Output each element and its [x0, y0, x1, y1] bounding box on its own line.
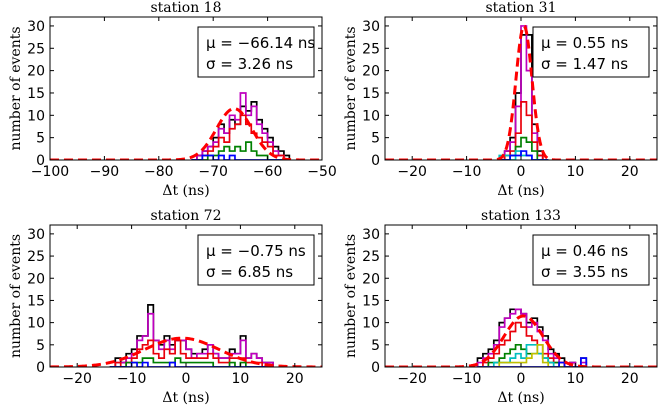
panel-station-18: −100 −90 −80 −70 −60 −50 0 5 10 15 20 25 30 station 1…	[8, 0, 337, 199]
x-axis-label: Δt (ns)	[162, 390, 209, 406]
gaussian-fit-curve	[385, 314, 657, 367]
fit-mu-text: μ = 0.46 ns	[541, 242, 628, 260]
x-tick-label: 10	[566, 164, 584, 180]
panel-title: station 18	[151, 0, 222, 16]
y-tick-label: 5	[36, 131, 45, 147]
y-tick-label: 25	[362, 41, 380, 57]
y-axis-label: number of events	[8, 234, 24, 358]
fit-sigma-text: σ = 3.55 ns	[541, 263, 628, 281]
axes-frame	[49, 16, 323, 161]
y-tick-label: 20	[27, 271, 45, 287]
histogram-series-blue	[109, 361, 274, 367]
x-tick-label: 10	[231, 371, 249, 387]
panel-title: station 133	[481, 208, 561, 224]
y-tick-label: 25	[362, 249, 380, 265]
fit-sigma-text: σ = 6.85 ns	[206, 263, 293, 281]
fit-mu-text: μ = −66.14 ns	[206, 34, 315, 52]
y-tick-label: 5	[371, 131, 380, 147]
legend-frame	[197, 26, 315, 78]
x-tick-label: −10	[452, 371, 482, 387]
plot-area	[385, 308, 657, 367]
panel-title: station 72	[151, 208, 222, 224]
fit-parameters-box: μ = 0.55 ns σ = 1.47 ns	[532, 26, 650, 78]
x-tick-label: 20	[286, 371, 304, 387]
x-tick-label: 0	[517, 164, 526, 180]
gaussian-fit-curve	[50, 107, 322, 160]
x-tick-label: −50	[307, 164, 337, 180]
x-tick-label: −10	[452, 164, 482, 180]
x-axis-label: Δt (ns)	[497, 390, 544, 406]
y-tick-label: 15	[362, 86, 380, 102]
y-tick-label: 10	[27, 108, 45, 124]
y-tick-label: 20	[362, 64, 380, 80]
y-tick-label: 15	[362, 293, 380, 309]
histogram-series-red	[191, 114, 290, 160]
fit-mu-text: μ = 0.55 ns	[541, 34, 628, 52]
fit-parameters-box: μ = 0.46 ns σ = 3.55 ns	[532, 234, 650, 286]
y-tick-label: 20	[27, 64, 45, 80]
y-tick-label: 25	[27, 249, 45, 265]
y-tick-label: 15	[27, 293, 45, 309]
y-axis-label: number of events	[8, 26, 24, 150]
y-tick-label: 10	[362, 108, 380, 124]
y-tick-label: 20	[362, 271, 380, 287]
fit-parameters-box: μ = −0.75 ns σ = 6.85 ns	[197, 234, 315, 286]
x-tick-label: −20	[397, 371, 427, 387]
fit-mu-text: μ = −0.75 ns	[206, 242, 306, 260]
y-tick-label: 30	[27, 227, 45, 243]
panel-station-72: −20 −10 0 10 20 0 5 10 15 20 25 30 station 72 Δt (ns)…	[8, 208, 323, 406]
gaussian-fit-curve	[50, 336, 322, 367]
x-tick-label: −10	[117, 371, 147, 387]
y-axis-label: number of events	[343, 234, 359, 358]
x-tick-label: −90	[90, 164, 120, 180]
y-tick-label: 0	[371, 360, 380, 376]
legend-frame	[532, 26, 650, 78]
histogram-series-blue	[499, 150, 549, 160]
plot-area	[50, 92, 322, 160]
y-tick-label: 5	[36, 338, 45, 354]
x-tick-label: −20	[62, 371, 92, 387]
y-tick-label: 30	[27, 19, 45, 35]
plot-area	[385, 24, 657, 160]
x-tick-label: 20	[621, 371, 639, 387]
panel-station-31: −20 −10 0 10 20 0 5 10 15 20 25 30 station 31 Δt (ns)…	[343, 0, 658, 199]
panel-title: station 31	[486, 0, 557, 16]
x-tick-label: −80	[144, 164, 174, 180]
y-tick-label: 10	[362, 316, 380, 332]
histogram-series-blue	[191, 154, 290, 160]
x-tick-label: −60	[253, 164, 283, 180]
histogram-series-green	[109, 357, 274, 367]
x-tick-label: −100	[31, 164, 69, 180]
y-tick-label: 0	[371, 153, 380, 169]
x-tick-label: −20	[397, 164, 427, 180]
y-tick-label: 15	[27, 86, 45, 102]
fit-sigma-text: σ = 1.47 ns	[541, 55, 628, 73]
histogram-series-olive	[477, 343, 587, 367]
y-axis-label: number of events	[343, 26, 359, 150]
fit-sigma-text: σ = 3.26 ns	[206, 55, 293, 73]
legend-frame	[197, 234, 315, 286]
x-axis-label: Δt (ns)	[162, 183, 209, 199]
y-tick-label: 0	[36, 153, 45, 169]
x-axis-label: Δt (ns)	[497, 183, 544, 199]
y-tick-label: 10	[27, 316, 45, 332]
x-tick-label: −70	[198, 164, 228, 180]
histogram-series-cyan	[477, 343, 587, 367]
gaussian-fit-curve	[385, 24, 657, 160]
y-tick-label: 30	[362, 227, 380, 243]
plot-area	[50, 304, 322, 367]
y-tick-label: 5	[371, 338, 380, 354]
y-tick-label: 0	[36, 360, 45, 376]
y-tick-label: 25	[27, 41, 45, 57]
fit-parameters-box: μ = −66.14 ns σ = 3.26 ns	[197, 26, 315, 78]
x-tick-label: 0	[182, 371, 191, 387]
x-tick-label: 0	[517, 371, 526, 387]
y-tick-label: 30	[362, 19, 380, 35]
histogram-series-magenta	[191, 92, 290, 160]
x-tick-label: 20	[621, 164, 639, 180]
panel-station-133: −20 −10 0 10 20 0 5 10 15 20 25 30 station 133 Δt (ns…	[343, 208, 658, 406]
legend-frame	[532, 234, 650, 286]
x-tick-label: 10	[566, 371, 584, 387]
